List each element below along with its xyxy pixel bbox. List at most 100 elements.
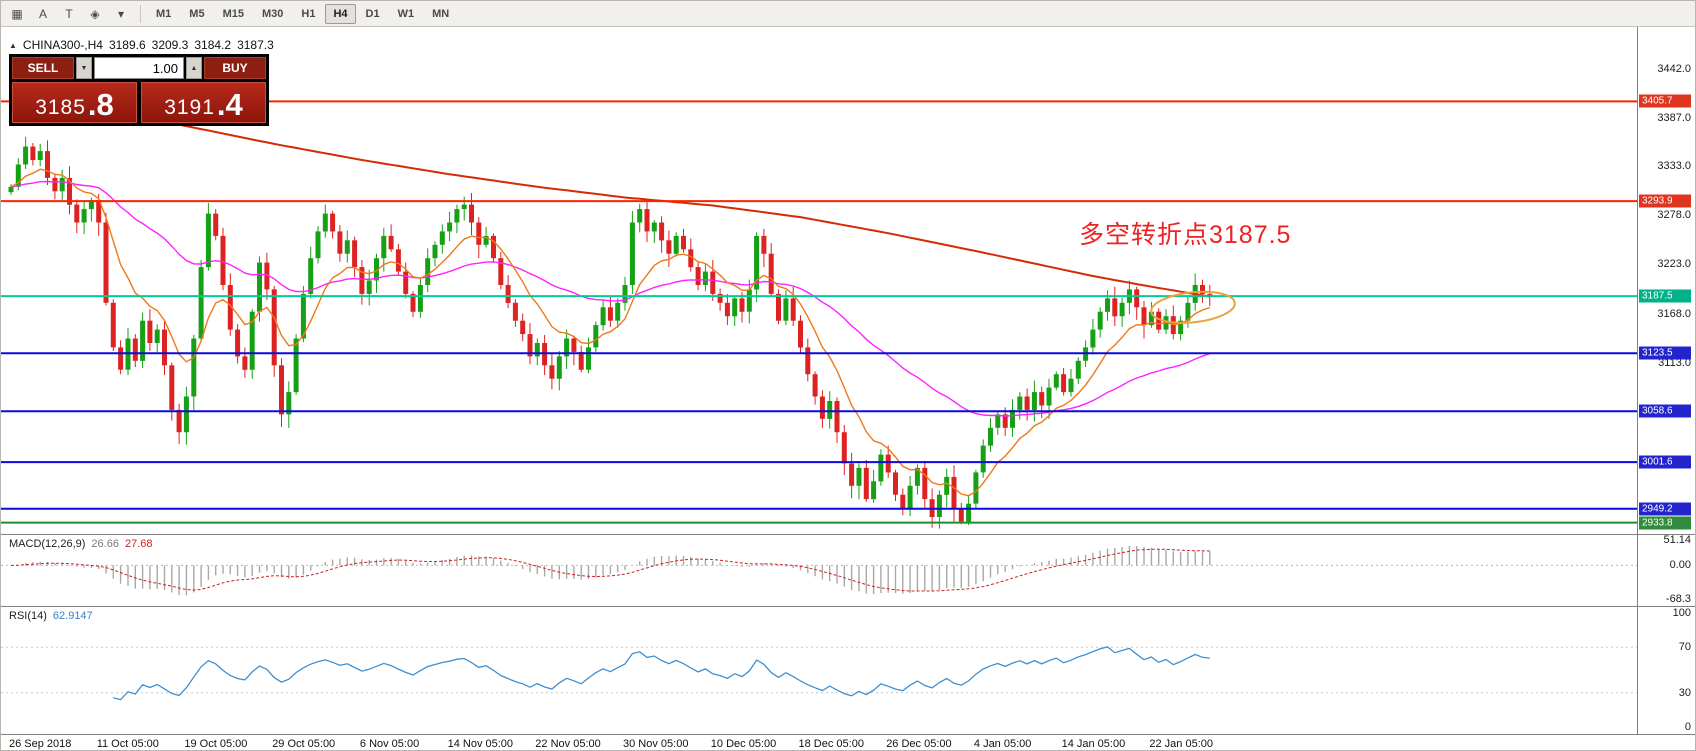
toolbar-separator — [140, 4, 141, 23]
time-label: 30 Nov 05:00 — [623, 738, 689, 750]
timeframe-button-M15[interactable]: M15 — [215, 4, 252, 24]
rsi-tick: 30 — [1678, 686, 1691, 699]
sell-price-main: 3185 — [35, 96, 86, 119]
volume-input[interactable] — [94, 57, 184, 79]
text-annotation[interactable]: 多空转折点3187.5 — [1079, 221, 1292, 249]
macd-main-value: 26.66 — [91, 538, 119, 550]
sell-price-pips: .8 — [87, 86, 114, 122]
timeframe-button-W1[interactable]: W1 — [390, 4, 423, 24]
macd-signal-value: 27.68 — [124, 538, 153, 550]
rsi-label: RSI(14) 62.9147 — [9, 610, 93, 622]
macd-label: MACD(12,26,9) 26.66 27.68 — [9, 538, 152, 550]
rsi-tick: 70 — [1678, 641, 1691, 654]
timeframe-button-M5[interactable]: M5 — [181, 4, 212, 24]
buy-price-main: 3191 — [164, 96, 215, 119]
macd-name: MACD(12,26,9) — [9, 538, 86, 550]
rsi-tick: 100 — [1672, 607, 1691, 619]
timeframe-button-M30[interactable]: M30 — [254, 4, 291, 24]
price-badge-3058.6: 3058.6 — [1639, 404, 1691, 418]
rsi-value: 62.9147 — [52, 610, 93, 622]
macd-canvas — [1, 546, 1637, 596]
price-badge-2949.2: 2949.2 — [1639, 502, 1691, 516]
time-label: 22 Jan 05:00 — [1149, 738, 1214, 750]
drawing-tools-icon[interactable]: ◈ — [83, 4, 107, 24]
ma-long-line — [10, 93, 1210, 298]
dropdown-caret-icon[interactable]: ▾ — [109, 4, 133, 24]
volume-increase-button[interactable]: ▲ — [186, 57, 202, 79]
time-label: 29 Oct 05:00 — [272, 738, 336, 750]
symbol-header: ▲ CHINA300-,H4 3189.6 3209.3 3184.2 3187… — [9, 38, 274, 52]
candles — [8, 136, 1213, 529]
timeframe-button-H1[interactable]: H1 — [293, 4, 323, 24]
time-label: 4 Jan 05:00 — [973, 738, 1032, 750]
symbol-name: CHINA300-,H4 — [22, 38, 103, 52]
price-badge-3123.5: 3123.5 — [1639, 346, 1691, 360]
sell-button[interactable]: SELL — [12, 57, 74, 79]
open-value: 3189.6 — [108, 38, 146, 52]
timeframe-button-MN[interactable]: MN — [424, 4, 457, 24]
buy-button[interactable]: BUY — [204, 57, 266, 79]
trade-controls-row: SELL ▼ ▲ BUY — [12, 57, 266, 79]
price-tick: 3333.0 — [1657, 160, 1691, 173]
timeframe-button-M1[interactable]: M1 — [148, 4, 179, 24]
price-badge-3405.7: 3405.7 — [1639, 94, 1691, 108]
price-tick: 3168.0 — [1657, 307, 1691, 320]
timeframe-button-H4[interactable]: H4 — [325, 3, 356, 24]
time-label: 11 Oct 05:00 — [96, 738, 159, 750]
time-label: 18 Dec 05:00 — [798, 738, 864, 750]
macd-tick: 51.14 — [1663, 534, 1691, 547]
tool-button-group: ▦ A T ◈ ▾ — [5, 4, 133, 24]
close-value: 3187.3 — [237, 38, 274, 52]
macd-axis: 51.14 0.00 -68.3 — [1637, 534, 1695, 606]
rsi-line — [113, 646, 1210, 701]
price-chart-canvas[interactable] — [1, 27, 1637, 534]
text-label-tool-icon[interactable]: T — [57, 4, 81, 24]
one-click-trading-panel: SELL ▼ ▲ BUY 3185.8 3191.4 — [9, 54, 269, 126]
volume-dropdown-button[interactable]: ▼ — [76, 57, 92, 79]
caret-down-icon: ▼ — [80, 64, 88, 72]
low-value: 3184.2 — [194, 38, 232, 52]
rsi-indicator-panel: RSI(14) 62.9147 100 70 30 0 — [1, 606, 1695, 734]
collapse-panel-icon[interactable]: ▲ — [9, 40, 17, 50]
macd-tick: -68.3 — [1665, 592, 1691, 605]
ma-slow-line — [10, 180, 1211, 417]
time-label: 22 Nov 05:00 — [535, 738, 601, 750]
macd-indicator-panel: MACD(12,26,9) 26.66 27.68 51.14 0.00 -68.3 — [1, 534, 1695, 606]
high-value: 3209.3 — [151, 38, 189, 52]
time-label: 14 Nov 05:00 — [447, 738, 514, 750]
rsi-canvas — [1, 646, 1637, 701]
time-label: 14 Jan 05:00 — [1061, 738, 1126, 750]
timeframe-button-D1[interactable]: D1 — [358, 4, 388, 24]
letter-a-tool-icon[interactable]: A — [31, 4, 55, 24]
trade-prices-row: 3185.8 3191.4 — [12, 82, 266, 123]
time-axis[interactable]: 26 Sep 2018 11 Oct 05:00 19 Oct 05:00 29 Oc… — [1, 734, 1695, 750]
time-label: 26 Sep 2018 — [9, 738, 72, 750]
rsi-axis: 100 70 30 0 — [1637, 607, 1695, 734]
ma-fast-line — [10, 168, 1211, 497]
price-tick: 3223.0 — [1657, 258, 1691, 271]
price-tick: 3387.0 — [1657, 112, 1691, 124]
rsi-name: RSI(14) — [9, 610, 47, 622]
time-label: 10 Dec 05:00 — [710, 738, 777, 750]
price-chart-panel: ▲ CHINA300-,H4 3189.6 3209.3 3184.2 3187… — [1, 27, 1695, 534]
buy-price-pips: .4 — [216, 86, 243, 122]
price-axis[interactable]: 3442.0 3387.0 3333.0 3278.0 3223.0 3168.0 3113… — [1637, 27, 1695, 534]
timeframe-button-group: M1 M5 M15 M30 H1 H4 D1 W1 MN — [148, 3, 457, 24]
macd-histogram — [24, 546, 1211, 596]
time-label: 19 Oct 05:00 — [184, 738, 248, 750]
time-label: 6 Nov 05:00 — [359, 738, 420, 750]
price-badge-3293.9: 3293.9 — [1639, 194, 1691, 208]
price-tick: 3278.0 — [1657, 209, 1691, 222]
sell-price-display[interactable]: 3185.8 — [12, 82, 137, 123]
highlight-ellipse-annotation[interactable] — [1150, 288, 1237, 327]
price-badge-2933.8: 2933.8 — [1639, 516, 1691, 530]
price-tick: 3442.0 — [1657, 63, 1691, 75]
caret-up-icon: ▲ — [190, 64, 198, 72]
grid-tool-icon[interactable]: ▦ — [5, 4, 29, 24]
macd-tick: 0.00 — [1669, 559, 1691, 572]
toolbar: ▦ A T ◈ ▾ M1 M5 M15 M30 H1 H4 D1 W1 MN — [1, 1, 1695, 27]
rsi-tick: 0 — [1684, 721, 1691, 733]
buy-price-display[interactable]: 3191.4 — [141, 82, 266, 123]
price-badge-3001.6: 3001.6 — [1639, 455, 1691, 469]
